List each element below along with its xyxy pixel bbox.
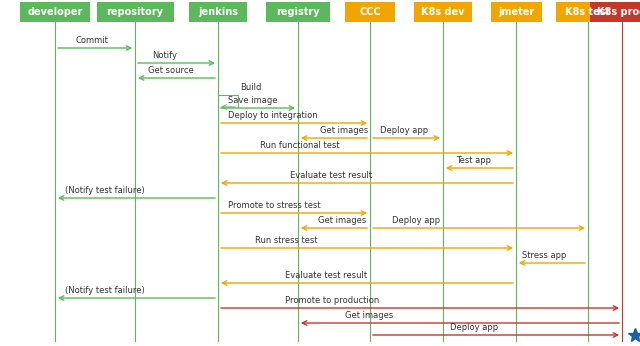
Text: Deploy app: Deploy app	[392, 216, 440, 225]
Text: Save image: Save image	[228, 96, 278, 105]
Text: Stress app: Stress app	[522, 251, 566, 260]
Text: Commit: Commit	[75, 36, 108, 45]
Text: Get images: Get images	[318, 216, 366, 225]
FancyBboxPatch shape	[345, 2, 395, 22]
FancyBboxPatch shape	[189, 2, 247, 22]
Text: Evaluate test result: Evaluate test result	[290, 171, 372, 180]
Text: Get images: Get images	[345, 311, 393, 320]
Text: Build: Build	[240, 83, 261, 92]
Text: Deploy to integration: Deploy to integration	[228, 111, 317, 120]
Text: Deploy app: Deploy app	[380, 126, 428, 135]
FancyBboxPatch shape	[97, 2, 173, 22]
Text: (Notify test failure): (Notify test failure)	[65, 186, 145, 195]
Text: Promote to production: Promote to production	[285, 296, 380, 305]
Text: K8s prod: K8s prod	[597, 7, 640, 17]
FancyBboxPatch shape	[414, 2, 472, 22]
Text: Evaluate test result: Evaluate test result	[285, 271, 367, 280]
Text: Get images: Get images	[320, 126, 368, 135]
Text: Notify: Notify	[152, 51, 177, 60]
Text: Test app: Test app	[456, 156, 491, 165]
Text: Promote to stress test: Promote to stress test	[228, 201, 321, 210]
Text: Deploy app: Deploy app	[450, 323, 498, 332]
Text: repository: repository	[106, 7, 163, 17]
FancyBboxPatch shape	[590, 2, 640, 22]
Text: jenkins: jenkins	[198, 7, 238, 17]
Text: Run functional test: Run functional test	[260, 141, 340, 150]
Text: developer: developer	[28, 7, 83, 17]
Text: K8s dev: K8s dev	[421, 7, 465, 17]
Text: registry: registry	[276, 7, 320, 17]
FancyBboxPatch shape	[266, 2, 330, 22]
FancyBboxPatch shape	[490, 2, 541, 22]
Text: CCC: CCC	[359, 7, 381, 17]
Text: Get source: Get source	[148, 66, 194, 75]
Text: Run stress test: Run stress test	[255, 236, 317, 245]
FancyBboxPatch shape	[20, 2, 90, 22]
Text: K8s test: K8s test	[565, 7, 611, 17]
Text: jmeter: jmeter	[498, 7, 534, 17]
FancyBboxPatch shape	[556, 2, 620, 22]
Text: (Notify test failure): (Notify test failure)	[65, 286, 145, 295]
